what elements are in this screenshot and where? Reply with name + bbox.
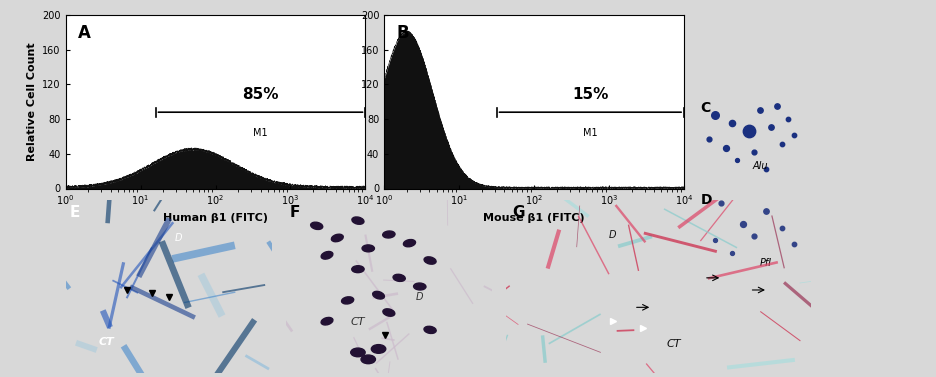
Ellipse shape — [331, 234, 343, 242]
Ellipse shape — [311, 222, 322, 230]
Y-axis label: Relative Cell Count: Relative Cell Count — [26, 43, 37, 161]
X-axis label: Mouse β1 (FITC): Mouse β1 (FITC) — [483, 213, 584, 223]
Point — [757, 208, 772, 214]
Ellipse shape — [424, 326, 435, 334]
Ellipse shape — [321, 251, 332, 259]
Ellipse shape — [424, 257, 435, 264]
Ellipse shape — [392, 274, 405, 281]
Point — [752, 107, 767, 113]
Ellipse shape — [360, 355, 375, 364]
Text: D: D — [608, 230, 616, 240]
Point — [712, 200, 727, 206]
Ellipse shape — [383, 309, 394, 316]
Point — [774, 141, 789, 147]
Point — [785, 241, 800, 247]
Text: CT: CT — [350, 317, 365, 327]
Ellipse shape — [321, 317, 332, 325]
Text: A: A — [78, 24, 91, 42]
Point — [729, 157, 744, 163]
Text: M1: M1 — [582, 128, 597, 138]
Point — [763, 124, 778, 130]
Text: CT: CT — [665, 339, 680, 349]
Ellipse shape — [350, 348, 365, 357]
Ellipse shape — [342, 297, 353, 304]
Ellipse shape — [361, 245, 374, 252]
Text: PfI: PfI — [759, 258, 770, 268]
Point — [780, 116, 795, 122]
Text: E: E — [69, 205, 80, 220]
Ellipse shape — [413, 283, 426, 290]
Point — [724, 250, 739, 256]
Ellipse shape — [352, 217, 363, 224]
Point — [768, 103, 783, 109]
Point — [757, 166, 772, 172]
Text: CT: CT — [99, 337, 114, 347]
X-axis label: Human β1 (FITC): Human β1 (FITC) — [163, 213, 268, 223]
Point — [774, 225, 789, 231]
Point — [707, 112, 722, 118]
Text: B: B — [396, 24, 408, 42]
Point — [746, 233, 761, 239]
Ellipse shape — [373, 291, 384, 299]
Point — [735, 221, 750, 227]
Point — [724, 120, 739, 126]
Text: 85%: 85% — [242, 87, 278, 102]
Text: F: F — [289, 205, 300, 220]
Ellipse shape — [371, 345, 386, 353]
Text: M1: M1 — [253, 128, 268, 138]
Text: D: D — [416, 293, 423, 302]
Point — [718, 145, 733, 151]
Text: 15%: 15% — [572, 87, 607, 102]
Point — [746, 149, 761, 155]
Ellipse shape — [382, 231, 395, 238]
Text: D: D — [699, 193, 711, 207]
Point — [740, 128, 755, 134]
Text: Alu: Alu — [752, 161, 767, 171]
Text: C: C — [699, 101, 709, 115]
Ellipse shape — [351, 266, 364, 273]
Ellipse shape — [403, 239, 415, 247]
Point — [785, 132, 800, 138]
Point — [707, 237, 722, 243]
Text: D: D — [175, 233, 183, 243]
Text: G: G — [511, 205, 524, 220]
Point — [701, 136, 716, 143]
